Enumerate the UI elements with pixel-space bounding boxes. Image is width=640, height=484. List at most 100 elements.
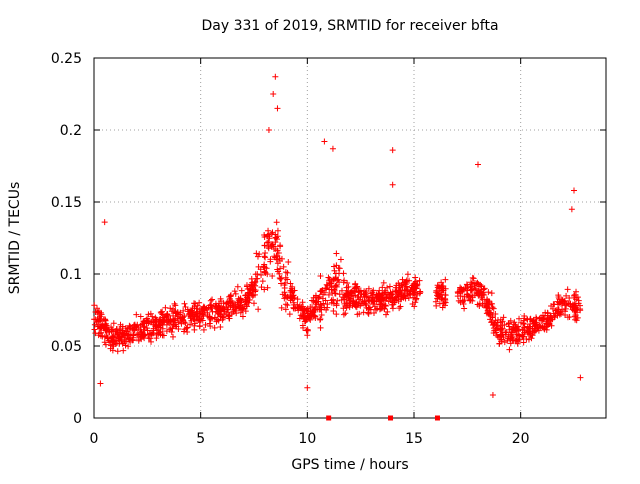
data-point: [330, 308, 337, 315]
data-point: [187, 313, 194, 320]
data-point: [152, 323, 159, 330]
data-point: [554, 309, 561, 316]
data-point: [440, 300, 447, 307]
data-point: [182, 320, 189, 327]
data-point: [146, 330, 153, 337]
data-point: [301, 306, 308, 313]
data-point: [272, 73, 279, 80]
data-point: [97, 380, 104, 387]
data-point: [91, 302, 98, 309]
data-point: [181, 326, 188, 333]
data-point: [116, 340, 123, 347]
data-point: [266, 233, 273, 240]
data-point: [175, 325, 182, 332]
data-point: [405, 295, 412, 302]
data-point: [477, 281, 484, 288]
data-point: [336, 265, 343, 272]
data-point: [533, 314, 540, 321]
data-point: [521, 327, 528, 334]
data-point: [389, 147, 396, 154]
data-point: [476, 303, 483, 310]
data-point: [513, 331, 520, 338]
data-point: [159, 325, 166, 332]
data-point: [571, 294, 578, 301]
data-point: [158, 310, 165, 317]
data-point: [112, 328, 119, 335]
data-point: [270, 245, 277, 252]
data-point: [355, 293, 362, 300]
y-tick-label: 0.25: [51, 51, 82, 67]
data-point: [376, 287, 383, 294]
data-point: [202, 321, 209, 328]
data-point: [285, 258, 292, 265]
data-point: [509, 323, 516, 330]
data-point: [231, 288, 238, 295]
data-point: [514, 340, 521, 347]
data-point: [499, 318, 506, 325]
data-point: [171, 300, 178, 307]
data-point: [511, 325, 518, 332]
data-point: [483, 298, 490, 305]
data-point: [571, 307, 578, 314]
data-point: [397, 303, 404, 310]
data-point: [270, 91, 277, 97]
data-point: [370, 287, 377, 294]
data-point: [143, 320, 150, 327]
data-point: [242, 308, 249, 315]
data-point: [467, 279, 474, 286]
data-point: [312, 315, 319, 322]
data-point: [252, 287, 259, 294]
data-point: [328, 286, 335, 293]
x-axis-label: GPS time / hours: [291, 457, 409, 473]
data-point: [481, 285, 488, 292]
data-point: [555, 295, 562, 302]
data-point: [120, 331, 127, 338]
data-point: [250, 300, 257, 307]
data-point: [367, 290, 374, 297]
data-point: [206, 320, 213, 327]
data-point: [567, 303, 574, 310]
data-point: [211, 303, 218, 310]
data-point: [366, 304, 373, 311]
data-point: [261, 264, 268, 271]
data-point: [118, 336, 125, 343]
data-point: [502, 329, 509, 336]
data-point: [170, 306, 177, 312]
data-point: [501, 321, 508, 328]
data-point: [318, 287, 325, 294]
data-point: [290, 305, 297, 312]
data-point: [343, 292, 350, 299]
data-point: [402, 281, 409, 288]
data-point: [125, 343, 132, 350]
data-point: [257, 266, 264, 273]
data-point: [351, 300, 358, 307]
data-point: [200, 326, 207, 333]
data-point: [411, 291, 418, 298]
plot-frame: [93, 57, 607, 419]
data-point: [539, 323, 546, 330]
data-point: [404, 271, 411, 278]
data-point: [506, 320, 513, 327]
data-point: [174, 315, 181, 322]
data-point: [290, 292, 297, 299]
data-point: [558, 310, 565, 317]
data-point: [457, 299, 464, 306]
data-point: [141, 324, 148, 331]
data-point: [360, 309, 367, 316]
data-point: [326, 276, 333, 283]
data-point: [254, 271, 261, 278]
data-point: [476, 300, 483, 307]
data-point: [213, 318, 220, 325]
data-point: [131, 326, 138, 333]
data-point: [94, 309, 101, 316]
data-point: [345, 283, 352, 290]
data-point: [333, 250, 340, 257]
data-point: [327, 280, 334, 287]
data-point: [280, 263, 287, 270]
data-point: [316, 303, 323, 310]
data-point: [380, 279, 387, 286]
data-point: [287, 287, 294, 294]
data-point: [223, 300, 230, 307]
data-point: [101, 219, 108, 226]
